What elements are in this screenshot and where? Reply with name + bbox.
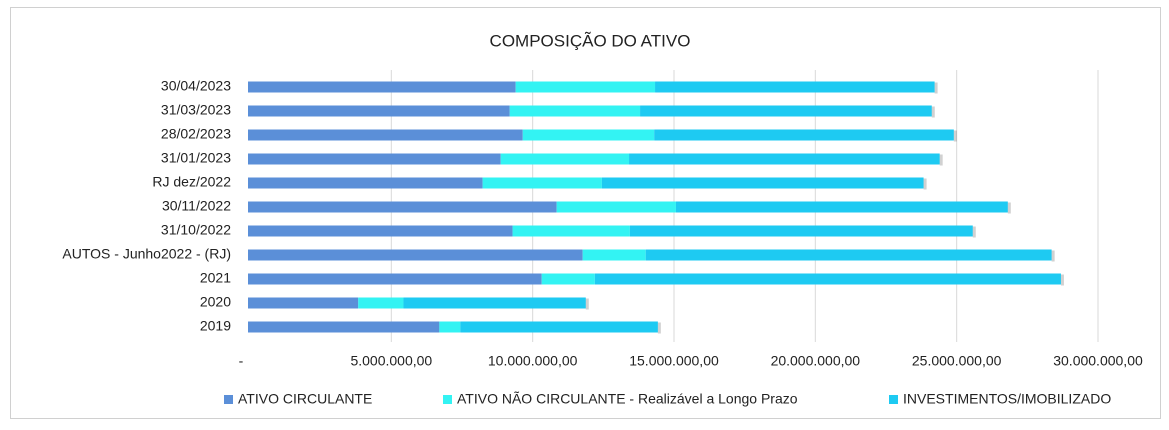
bar-segment bbox=[654, 129, 954, 141]
y-tick-label: 2021 bbox=[200, 270, 231, 286]
bar-segment bbox=[248, 153, 501, 165]
bar-segment bbox=[675, 201, 1008, 213]
bar-segment bbox=[500, 153, 630, 165]
y-tick-label: 28/02/2023 bbox=[161, 126, 231, 142]
bar-segment bbox=[601, 177, 924, 189]
bar-shadow bbox=[953, 130, 957, 142]
y-tick-label: 31/10/2022 bbox=[161, 222, 231, 238]
bar-segment bbox=[541, 273, 595, 285]
x-tick-label: 15.000.000,00 bbox=[629, 353, 719, 369]
legend-label: ATIVO CIRCULANTE bbox=[238, 391, 372, 407]
bar-segment bbox=[248, 225, 513, 237]
bar-segment bbox=[594, 273, 1061, 285]
y-tick-label: 30/11/2022 bbox=[162, 198, 231, 214]
legend-swatch bbox=[224, 395, 233, 404]
bar-segment bbox=[248, 177, 483, 189]
bar-segment bbox=[512, 225, 630, 237]
bar-segment bbox=[515, 81, 656, 93]
chart-title: COMPOSIÇÃO DO ATIVO bbox=[490, 31, 691, 50]
bar-segment bbox=[509, 105, 641, 117]
bar-segment bbox=[556, 201, 676, 213]
chart-border bbox=[10, 7, 1161, 419]
bar-segment bbox=[655, 81, 935, 93]
bar-shadow bbox=[1051, 250, 1055, 262]
bar-shadow bbox=[931, 106, 935, 118]
bar-segment bbox=[629, 225, 973, 237]
bar-shadow bbox=[934, 82, 938, 94]
bar-shadow bbox=[923, 178, 927, 190]
bar-segment bbox=[248, 297, 359, 309]
y-tick-label: RJ dez/2022 bbox=[152, 174, 231, 190]
y-tick-label: 2019 bbox=[200, 318, 231, 334]
bar-shadow bbox=[657, 322, 661, 334]
bar-segment bbox=[358, 297, 404, 309]
x-tick-label: 20.000.000,00 bbox=[771, 353, 861, 369]
bar-segment bbox=[248, 321, 440, 333]
bar-segment bbox=[248, 105, 510, 117]
bar-segment bbox=[403, 297, 586, 309]
bar-segment bbox=[248, 273, 542, 285]
x-tick-label: 30.000.000,00 bbox=[1053, 353, 1143, 369]
bar-segment bbox=[248, 129, 523, 141]
legend-swatch bbox=[889, 395, 898, 404]
bar-segment bbox=[629, 153, 940, 165]
bar-segment bbox=[522, 129, 655, 141]
x-tick-label: 5.000.000,00 bbox=[350, 353, 432, 369]
y-tick-label: AUTOS - Junho2022 - (RJ) bbox=[62, 246, 231, 262]
bar-segment bbox=[248, 249, 583, 261]
legend-label: INVESTIMENTOS/IMOBILIZADO bbox=[903, 391, 1111, 407]
legend-label: ATIVO NÃO CIRCULANTE - Realizável a Long… bbox=[457, 391, 798, 407]
bar-shadow bbox=[585, 298, 589, 310]
legend-swatch bbox=[443, 395, 452, 404]
bar-segment bbox=[248, 81, 516, 93]
bar-segment bbox=[645, 249, 1052, 261]
x-tick-label: - bbox=[239, 353, 244, 369]
y-tick-label: 30/04/2023 bbox=[161, 78, 231, 94]
y-tick-label: 31/01/2023 bbox=[161, 150, 231, 166]
y-tick-label: 31/03/2023 bbox=[161, 102, 231, 118]
x-tick-label: 10.000.000,00 bbox=[488, 353, 578, 369]
y-tick-label: 2020 bbox=[200, 294, 231, 310]
bar-shadow bbox=[1060, 274, 1064, 286]
bar-segment bbox=[460, 321, 658, 333]
bar-segment bbox=[640, 105, 932, 117]
x-tick-label: 25.000.000,00 bbox=[912, 353, 1002, 369]
bar-segment bbox=[248, 201, 557, 213]
bar-shadow bbox=[1007, 202, 1011, 214]
bar-segment bbox=[482, 177, 602, 189]
bar-segment bbox=[582, 249, 646, 261]
bar-shadow bbox=[972, 226, 976, 238]
bar-segment bbox=[439, 321, 461, 333]
bar-shadow bbox=[939, 154, 943, 166]
